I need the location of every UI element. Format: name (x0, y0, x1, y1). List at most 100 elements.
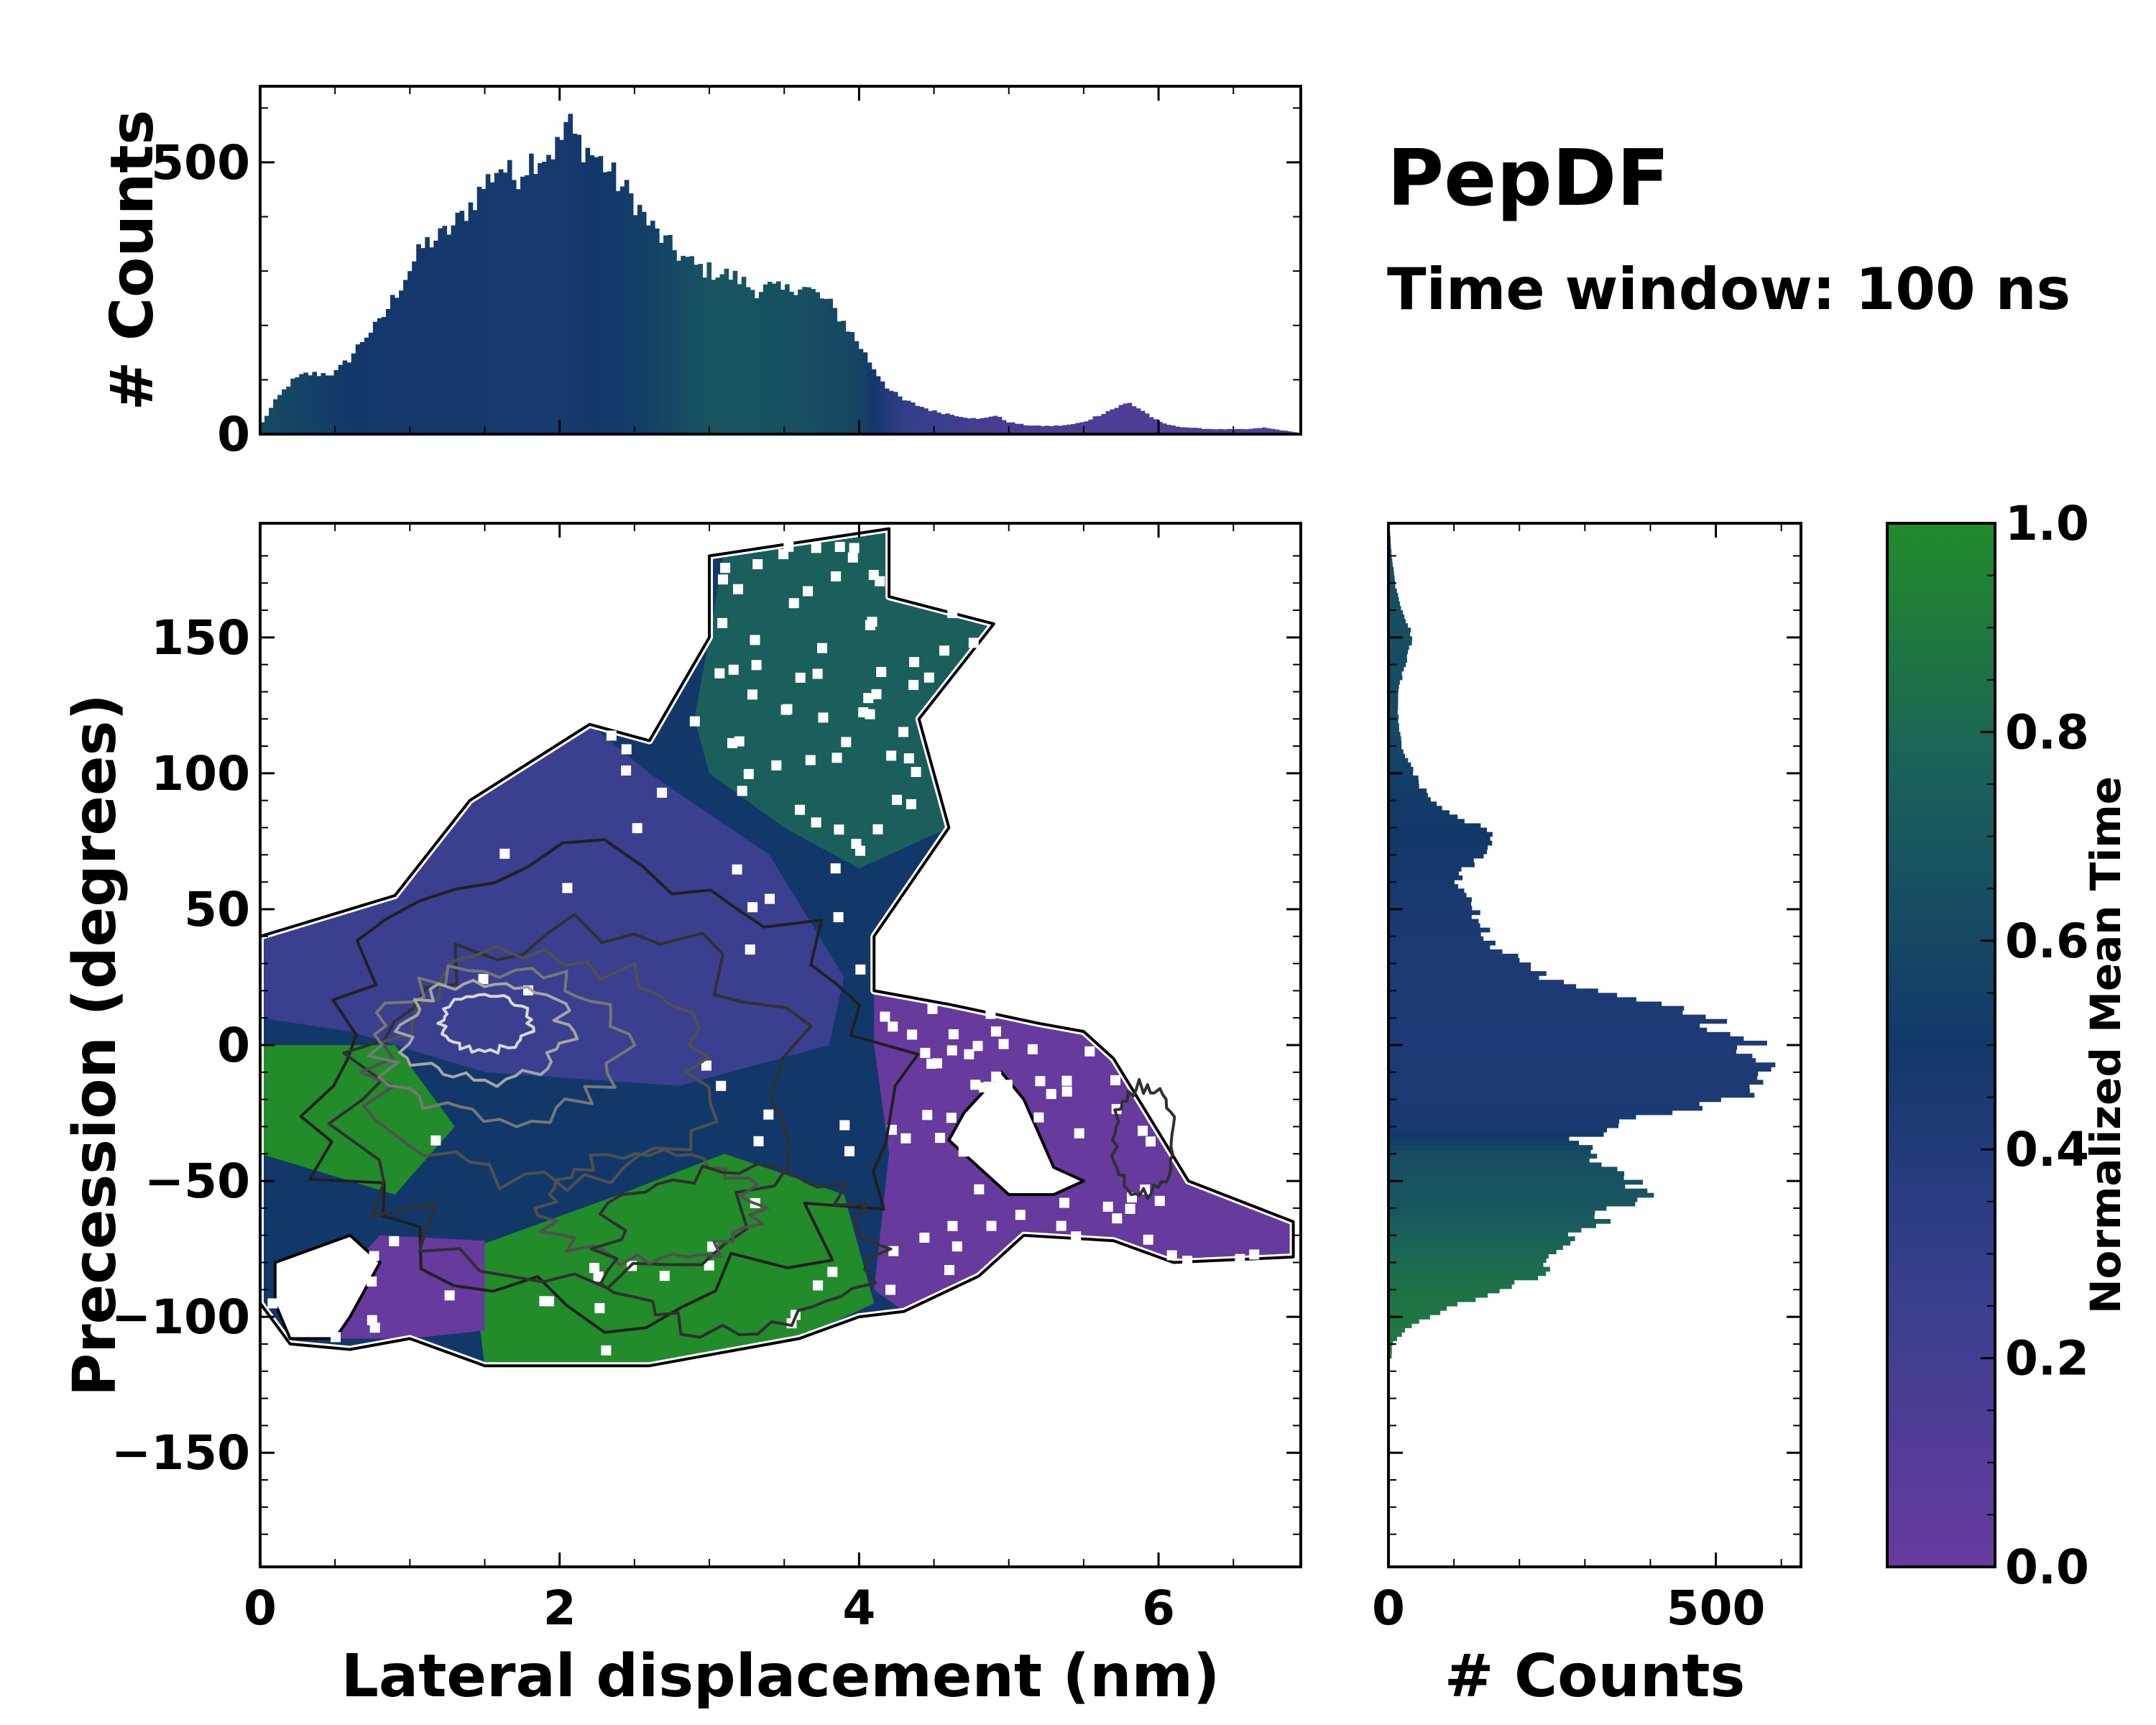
top-histogram-bar (893, 392, 898, 434)
top-histogram-bar (811, 289, 816, 434)
heatmap-empty-bin (1033, 1156, 1044, 1167)
right-histogram-bar (1388, 888, 1465, 893)
heatmap-empty-bin (704, 1260, 714, 1271)
top-histogram-bar (949, 415, 954, 434)
right-histogram-bar (1388, 1228, 1582, 1233)
right-histogram-bar (1388, 1210, 1595, 1215)
heatmap-empty-bin (831, 571, 842, 581)
right-histogram-bar (1388, 1084, 1750, 1090)
right-histogram-bar (1388, 1201, 1636, 1207)
right-histogram-bar (1388, 1288, 1500, 1294)
top-histogram-bar (1279, 430, 1284, 434)
top-histogram-bar (1270, 428, 1276, 434)
top-histogram-bar (715, 277, 721, 434)
top-histogram-bar (321, 373, 326, 434)
heatmap-empty-bin (737, 786, 747, 796)
heatmap-empty-bin (763, 1109, 774, 1120)
right-histogram-xlabel: # Counts (1445, 1642, 1746, 1711)
top-histogram-bar (368, 332, 374, 434)
top-histogram-bar (685, 257, 690, 434)
top-histogram-bar (559, 139, 564, 434)
heatmap-empty-bin (865, 709, 875, 719)
right-histogram-bar (1388, 1045, 1738, 1050)
top-histogram-bar (451, 225, 456, 434)
top-histogram-bar (659, 242, 664, 434)
heatmap-empty-bin (753, 1136, 764, 1146)
right-histogram-bar (1388, 884, 1458, 889)
heatmap-empty-bin (947, 1220, 958, 1231)
heatmap-empty-bin (935, 1133, 946, 1144)
right-histogram-bar (1388, 549, 1392, 554)
top-histogram-bar (1240, 428, 1245, 434)
right-xtick-label: 500 (1667, 1581, 1766, 1636)
top-histogram-bar (312, 372, 318, 434)
top-histogram-bar (385, 308, 391, 434)
top-histogram-bar (1266, 428, 1271, 434)
top-histogram-bar (984, 417, 990, 434)
top-histogram-bar (1192, 428, 1197, 434)
right-histogram-bar (1388, 1275, 1539, 1281)
top-histogram-bar (962, 418, 968, 434)
figure-title: PepDF (1387, 134, 1669, 224)
heatmap-empty-bin (1033, 1112, 1044, 1123)
heatmap-empty-bin (968, 638, 979, 648)
top-histogram-bar (980, 418, 985, 434)
right-histogram-bar (1388, 866, 1462, 872)
heatmap-empty-bin (831, 753, 842, 763)
heatmap-empty-bin (689, 716, 700, 727)
right-histogram-bar (1388, 745, 1402, 750)
colorbar: 0.0 0.2 0.4 0.6 0.8 1.0 Normalized Mean Time (1886, 496, 2130, 1595)
right-histogram-bar (1388, 762, 1411, 768)
colorbar-tick-label: 0.4 (2005, 1122, 2089, 1177)
heatmap-empty-bin (788, 598, 799, 609)
top-histogram-bar (681, 255, 686, 434)
heatmap-empty-bin (1002, 1080, 1013, 1090)
right-histogram-bar (1388, 1219, 1611, 1224)
right-histogram-bar (1388, 1184, 1626, 1190)
density-contour-5 (394, 978, 579, 1088)
heatmap-empty-bin (948, 1029, 959, 1039)
top-histogram-bar (1084, 421, 1089, 434)
top-histogram-bar (1184, 427, 1189, 434)
right-histogram-bar (1388, 1292, 1488, 1298)
right-histogram-bar (1388, 953, 1519, 959)
heatmap-region-right-purple (874, 990, 1294, 1312)
heatmap-empty-bin (986, 1220, 997, 1231)
top-histogram-bar (798, 289, 803, 434)
top-histogram-bar (412, 261, 417, 434)
heatmap-empty-bin (771, 760, 782, 770)
heatmap-empty-bin (745, 944, 755, 955)
heatmap-empty-bin (323, 1286, 333, 1297)
right-histogram-bar (1388, 1054, 1753, 1059)
top-histogram-bar (628, 193, 634, 434)
top-histogram-bar (819, 298, 824, 434)
top-histogram-bar (689, 256, 694, 434)
heatmap-empty-bin (985, 1008, 996, 1019)
top-histogram-bar (476, 186, 482, 434)
top-histogram-bar (1054, 426, 1059, 434)
right-histogram-bar (1388, 1301, 1457, 1307)
heatmap-empty-bin (880, 1011, 890, 1022)
right-histogram-bar (1388, 1323, 1412, 1328)
heatmap-empty-bin (369, 1251, 379, 1261)
heatmap-empty-bin (834, 824, 844, 835)
top-histogram-bar (1144, 413, 1150, 434)
main-ytick-label: −100 (111, 1289, 250, 1345)
top-histogram-bar (1188, 428, 1193, 434)
top-histogram-bar (615, 190, 621, 434)
heatmap-empty-bin (778, 549, 789, 559)
right-histogram-bar (1388, 1188, 1648, 1194)
right-histogram-bar (1388, 619, 1406, 624)
top-histogram-bar (520, 176, 525, 434)
top-histogram-bar (1210, 428, 1215, 434)
colorbar-tick-label: 0.6 (2005, 914, 2089, 969)
heatmap-empty-bin (544, 1296, 554, 1307)
heatmap-empty-bin (847, 552, 858, 563)
top-histogram-bar (538, 162, 543, 434)
right-histogram-bar (1388, 810, 1450, 815)
heatmap-empty-bin (750, 635, 760, 645)
heatmap-empty-bin (733, 584, 743, 594)
top-histogram-bar (711, 280, 717, 434)
top-histogram-bar (290, 378, 295, 434)
heatmap-empty-bin (998, 1039, 1009, 1049)
